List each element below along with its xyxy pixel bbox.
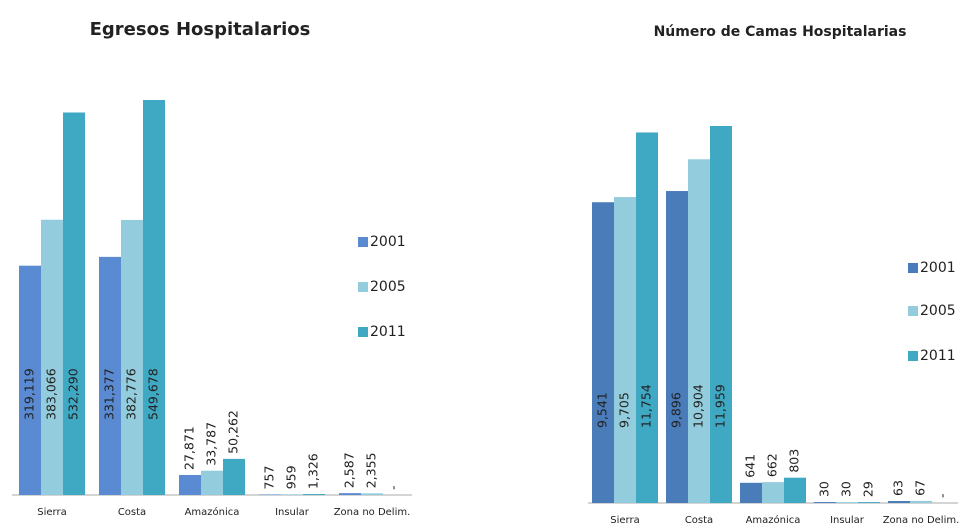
data-label: 33,787 <box>204 422 219 466</box>
legend-swatch <box>358 327 368 337</box>
data-label: 2,587 <box>342 452 357 488</box>
data-label: 549,678 <box>146 368 161 420</box>
bar <box>223 458 245 495</box>
data-label: 29 <box>861 481 876 497</box>
bar <box>888 501 910 503</box>
bar <box>688 159 710 503</box>
bar <box>836 502 858 503</box>
data-label: 662 <box>765 453 780 477</box>
bar <box>592 202 614 503</box>
legend-label: 2001 <box>370 234 406 250</box>
bar <box>303 494 325 495</box>
legend-label: 2005 <box>920 303 956 319</box>
legend-swatch <box>908 263 918 273</box>
x-tick-label: Sierra <box>610 515 639 526</box>
data-label: 27,871 <box>182 426 197 470</box>
data-label: 757 <box>262 466 277 490</box>
bar <box>339 493 361 495</box>
legend-label: 2001 <box>920 260 956 276</box>
x-tick-label: Sierra <box>37 507 66 518</box>
data-label: 532,290 <box>66 368 81 420</box>
bar <box>201 470 223 495</box>
data-label: 959 <box>284 465 299 489</box>
data-label: - <box>386 485 401 490</box>
data-label: 9,705 <box>617 392 632 428</box>
bar <box>666 191 688 503</box>
data-label: 382,776 <box>124 368 139 420</box>
x-tick-label: Amazónica <box>746 514 801 526</box>
x-tick-label: Zona no Delim. <box>883 515 960 526</box>
data-label: 11,959 <box>713 384 728 428</box>
data-label: 641 <box>743 454 758 478</box>
x-tick-label: Costa <box>685 515 713 526</box>
x-tick-label: Insular <box>275 507 310 518</box>
data-label: 331,377 <box>102 368 117 420</box>
bar <box>636 132 658 503</box>
data-label: 11,754 <box>639 384 654 428</box>
legend-label: 2005 <box>370 279 406 295</box>
bar <box>740 482 762 503</box>
legend-swatch <box>358 282 368 292</box>
legend-swatch <box>358 237 368 247</box>
bar <box>762 482 784 503</box>
bar <box>858 502 880 503</box>
bar <box>910 500 932 503</box>
data-label: 803 <box>787 449 802 473</box>
x-tick-label: Amazónica <box>185 506 240 518</box>
data-label: 63 <box>891 480 906 496</box>
legend-label: 2011 <box>920 348 956 364</box>
chart-title: Número de Camas Hospitalarias <box>654 24 907 40</box>
bar <box>259 494 281 495</box>
bar <box>710 126 732 503</box>
chart-title: Egresos Hospitalarios <box>90 19 311 40</box>
x-tick-label: Costa <box>118 507 146 518</box>
bar <box>361 493 383 495</box>
data-label: 9,541 <box>595 392 610 428</box>
data-label: 2,355 <box>364 453 379 489</box>
legend-swatch <box>908 351 918 361</box>
x-tick-label: Zona no Delim. <box>334 507 411 518</box>
bar <box>99 256 121 495</box>
bar <box>281 494 303 495</box>
bar <box>19 265 41 495</box>
bar <box>121 219 143 495</box>
bar <box>143 100 165 495</box>
bar <box>614 197 636 503</box>
data-label: 9,896 <box>669 392 684 428</box>
legend-swatch <box>908 306 918 316</box>
legend-label: 2011 <box>370 324 406 340</box>
data-label: 67 <box>913 480 928 496</box>
bar <box>63 112 85 496</box>
data-label: 10,904 <box>691 384 706 428</box>
data-label: 383,066 <box>44 368 59 420</box>
data-label: 30 <box>839 481 854 497</box>
bar <box>179 474 201 495</box>
data-label: 50,262 <box>226 410 241 454</box>
data-label: 319,119 <box>22 368 37 420</box>
x-tick-label: Insular <box>830 515 865 526</box>
bar <box>814 502 836 503</box>
data-label: 30 <box>817 481 832 497</box>
data-label: 1,326 <box>306 453 321 489</box>
data-label: - <box>935 493 950 498</box>
bar <box>41 219 63 496</box>
bar <box>784 477 806 503</box>
